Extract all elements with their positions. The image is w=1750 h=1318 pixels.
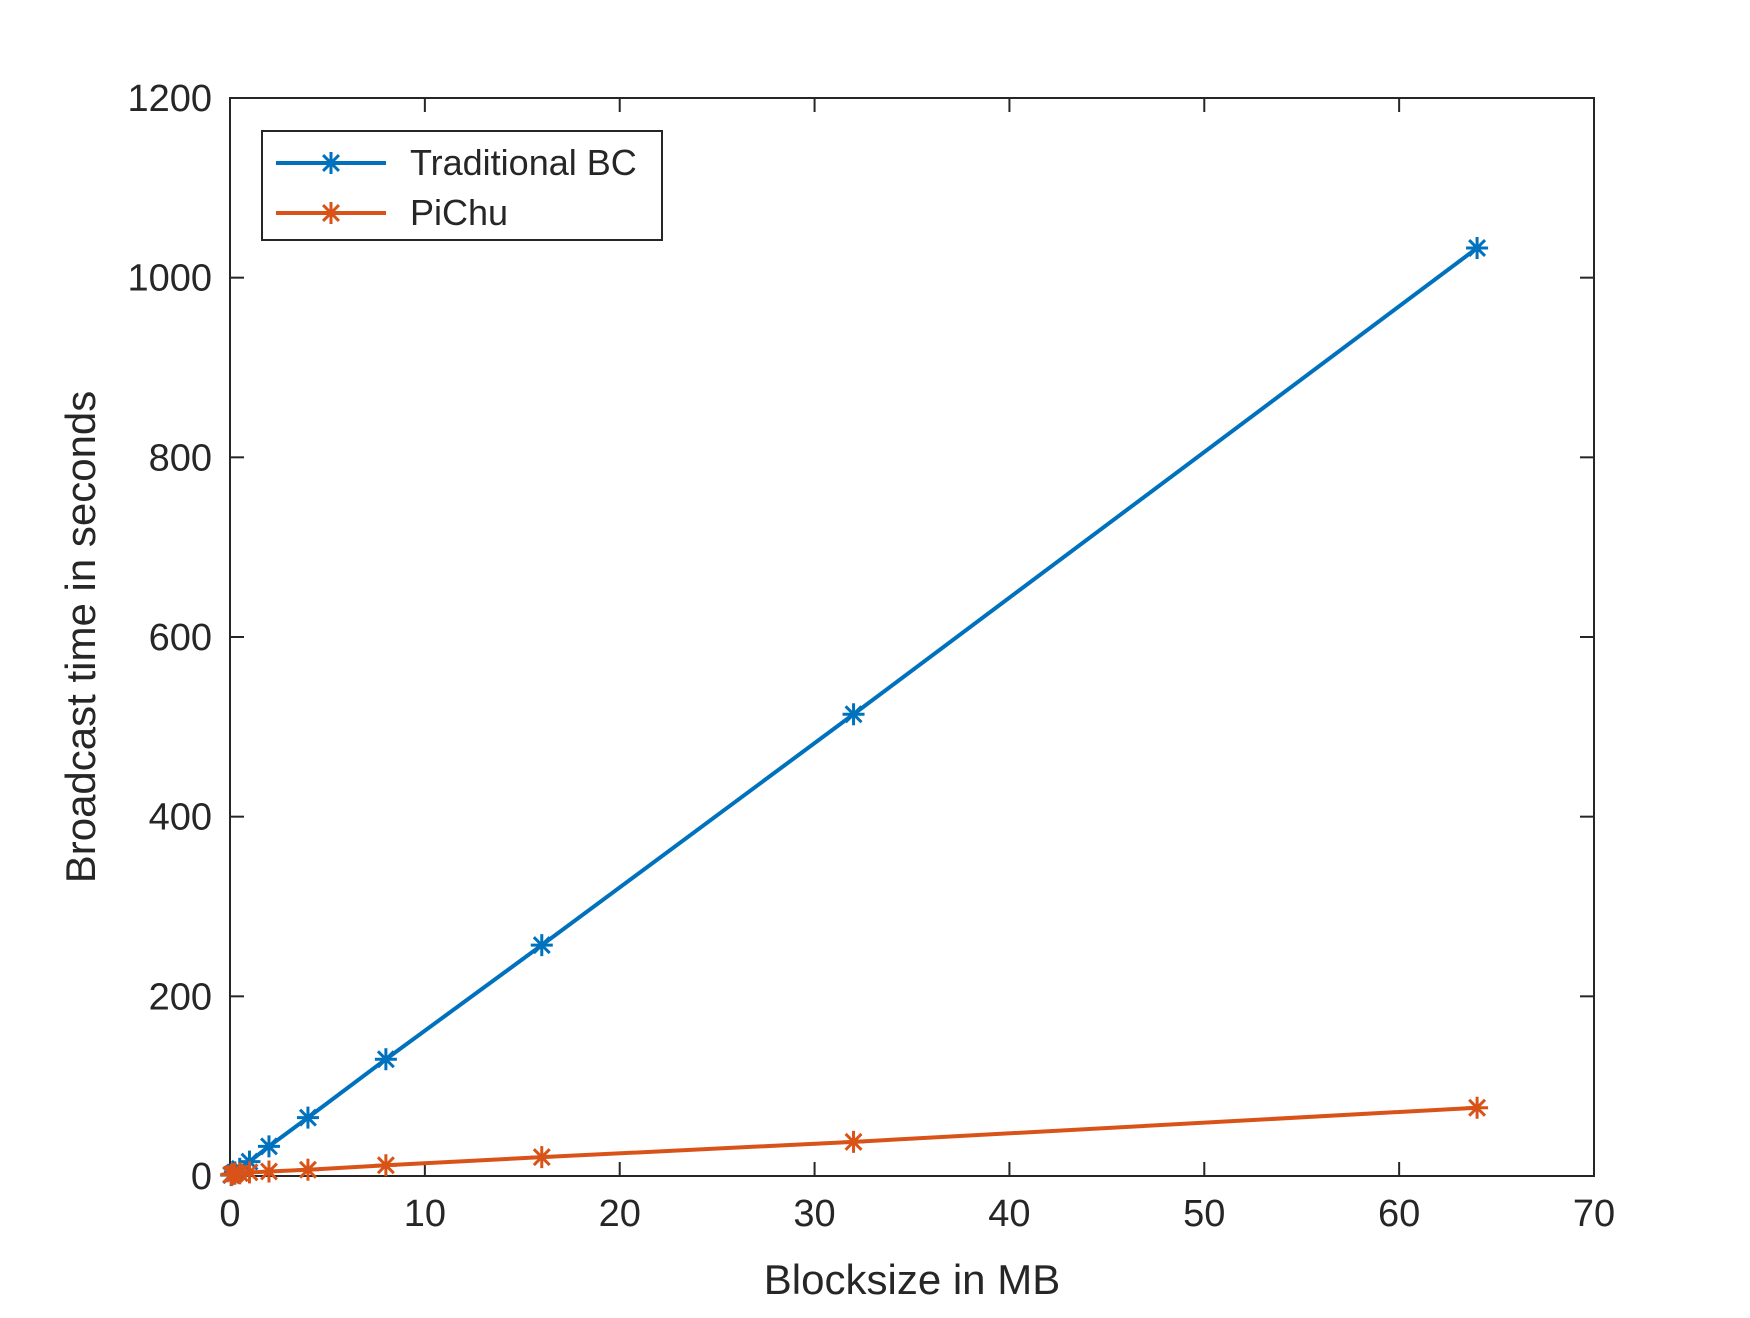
series-layer [220,237,1489,1187]
legend-box [261,130,663,241]
legend-label: PiChu [410,192,508,233]
y-tick-label: 400 [149,797,212,839]
legend-marker [320,152,342,174]
data-point [374,1048,397,1071]
data-point [257,1135,280,1158]
data-point [842,703,865,726]
y-tick-label: 0 [191,1156,212,1198]
x-tick-label: 10 [404,1193,446,1235]
data-point [296,1158,319,1181]
data-point [1466,1096,1489,1119]
data-point [374,1154,397,1177]
x-tick-label: 50 [1183,1193,1225,1235]
y-axis-title: Broadcast time in seconds [57,391,104,884]
data-point [296,1106,319,1129]
data-point [257,1160,280,1183]
data-point [842,1130,865,1153]
series-2 [220,1096,1489,1186]
legend-marker [320,202,342,224]
data-point [530,934,553,957]
legend-label: Traditional BC [410,142,637,183]
x-tick-label: 60 [1378,1193,1420,1235]
x-tick-label: 70 [1573,1193,1615,1235]
x-axis: 0 10 20 30 40 50 60 70 [219,98,1615,1235]
y-axis: 0 200 400 600 800 1000 1200 [127,78,1594,1198]
plot-frame [229,97,1595,1177]
x-tick-label: 30 [793,1193,835,1235]
x-axis-title: Blocksize in MB [764,1256,1060,1303]
legend-entry: Traditional BC [276,142,637,183]
y-tick-label: 1000 [127,258,212,300]
x-tick-label: 0 [219,1193,240,1235]
y-tick-label: 200 [149,976,212,1018]
legend-entry: PiChu [276,192,508,233]
plot-area [229,97,1595,1177]
legend: Traditional BC PiChu [261,130,663,241]
y-tick-label: 1200 [127,78,212,120]
x-tick-label: 40 [988,1193,1030,1235]
data-point [530,1146,553,1169]
y-tick-label: 600 [149,617,212,659]
x-tick-label: 20 [599,1193,641,1235]
data-point [238,1161,261,1184]
data-point [1466,237,1489,260]
y-tick-label: 800 [149,437,212,479]
